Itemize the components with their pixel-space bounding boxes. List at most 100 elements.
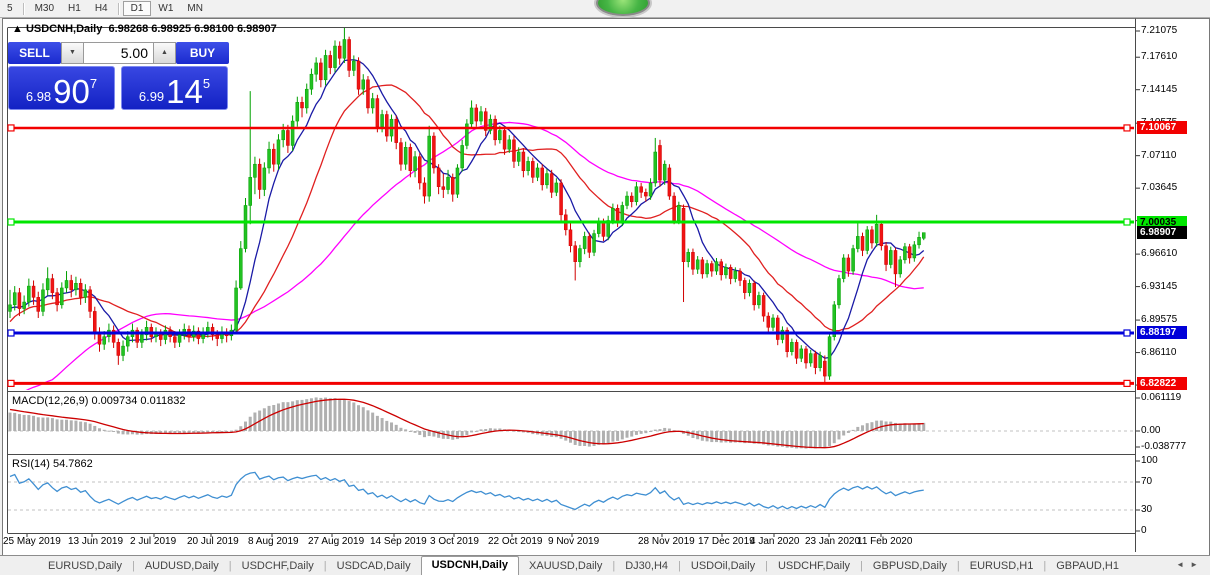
timeframe-button-m30[interactable]: M30: [34, 3, 55, 14]
date-axis-label: 3 Oct 2019: [430, 536, 479, 547]
macd-histogram: [8, 397, 926, 449]
one-click-trade-widget: SELL ▼ 5.00 ▲ BUY 6.98 90 7 6.99 14 5: [8, 42, 229, 110]
tab-separator: |: [860, 560, 863, 572]
macd-axis-tick: -0.038777: [1141, 441, 1187, 452]
sell-price-big: 90: [53, 73, 90, 110]
chart-tab-gbpaud-h1[interactable]: GBPAUD,H1: [1056, 560, 1119, 572]
ohlc-values: 6.98268 6.98925 6.98100 6.98907: [108, 23, 277, 35]
date-axis-label: 17 Dec 2019: [698, 536, 755, 547]
volume-increase-button[interactable]: ▲: [153, 42, 176, 64]
date-axis-label: 4 Jan 2020: [750, 536, 800, 547]
date-axis-label: 13 Jun 2019: [68, 536, 124, 547]
tab-scroll-arrows[interactable]: ◄►: [1176, 560, 1204, 569]
symbol-title: USDCNH,Daily: [25, 23, 103, 35]
price-axis-tick: 7.07110: [1141, 149, 1177, 161]
chart-tab-gbpusd-daily[interactable]: GBPUSD,Daily: [872, 560, 947, 572]
buy-price-panel[interactable]: 6.99 14 5: [121, 66, 228, 110]
price-axis-tick: 7.17610: [1141, 51, 1178, 63]
chart-tab-usdoil-daily[interactable]: USDOil,Daily: [690, 560, 756, 572]
rsi-line: [9, 471, 924, 511]
chart-tab-dj30-h4[interactable]: DJ30,H4: [625, 560, 669, 572]
price-tag-6.98907: 6.98907: [1137, 226, 1187, 240]
price-axis-tick: 6.93145: [1141, 280, 1178, 292]
tab-scroll-right-icon[interactable]: ►: [1190, 560, 1204, 569]
timeframe-button-h4[interactable]: H4: [94, 3, 108, 14]
price-axis-tick: 7.14145: [1141, 83, 1178, 95]
tab-separator: |: [228, 560, 232, 572]
rsi-axis-tick: 30: [1141, 504, 1153, 515]
rsi-axis-tick: 70: [1141, 476, 1153, 487]
timeframe-button-h1[interactable]: H1: [68, 3, 81, 14]
macd-axis-tick: 0.00: [1141, 425, 1161, 436]
timeframe-button-w1[interactable]: W1: [158, 3, 174, 14]
timeframe-button-5[interactable]: 5: [7, 3, 13, 14]
date-axis-label: 11 Feb 2020: [857, 536, 913, 547]
tab-separator: |: [131, 560, 135, 572]
indicator-gridlines: [8, 430, 1136, 511]
date-axis-label: 27 Aug 2019: [308, 536, 365, 547]
timeframe-button-mn[interactable]: MN: [187, 3, 203, 14]
panel-borders: [7, 18, 1136, 552]
chart-tab-audusd-daily[interactable]: AUDUSD,Daily: [144, 560, 219, 572]
date-axis-label: 20 Jul 2019: [187, 536, 239, 547]
date-axis-label: 9 Nov 2019: [548, 536, 600, 547]
tab-separator: |: [323, 560, 327, 572]
date-axis-label: 14 Sep 2019: [370, 536, 427, 547]
sell-price-small: 6.98: [25, 89, 52, 104]
price-tag-7.00035: 7.00035: [1137, 215, 1187, 229]
price-axis-tick: 7.03645: [1141, 182, 1178, 194]
timeframe-button-d1[interactable]: D1: [122, 1, 152, 16]
date-axis-label: 8 Aug 2019: [248, 536, 299, 547]
buy-button[interactable]: BUY: [176, 42, 229, 64]
rsi-axis-tick: 100: [1141, 455, 1158, 466]
horizontal-level-lines[interactable]: [7, 124, 1134, 387]
chart-tab-eurusd-daily[interactable]: EURUSD,Daily: [48, 560, 122, 572]
sell-price-sup: 7: [89, 76, 98, 91]
price-tag-6.82822: 6.82822: [1137, 376, 1187, 390]
symbol-header: ▲ USDCNH,Daily 6.98268 6.98925 6.98100 6…: [12, 23, 277, 35]
tab-separator: |: [956, 560, 960, 572]
chart-tab-usdcad-daily[interactable]: USDCAD,Daily: [336, 560, 411, 572]
price-axis-tick: 6.86110: [1141, 346, 1177, 358]
macd-signal-line: [9, 398, 924, 449]
tab-separator: |: [765, 560, 768, 572]
price-axis-tick: 6.89575: [1141, 314, 1178, 326]
tab-separator: |: [612, 560, 616, 572]
rsi-axis-tick: 0: [1141, 525, 1147, 536]
chart-tab-eurusd-h1[interactable]: EURUSD,H1: [969, 560, 1034, 572]
buy-price-sup: 5: [202, 76, 211, 91]
collapse-arrow-icon[interactable]: ▲: [12, 23, 23, 35]
sell-price-panel[interactable]: 6.98 90 7: [8, 66, 115, 110]
volume-input[interactable]: 5.00: [84, 42, 153, 64]
sell-button[interactable]: SELL: [8, 42, 61, 64]
chart-tab-usdchf-daily[interactable]: USDCHF,Daily: [241, 560, 314, 572]
toolbar-separator: [117, 2, 120, 15]
date-axis-label: 2 Jul 2019: [130, 536, 177, 547]
rsi-indicator-label: RSI(14) 54.7862: [12, 458, 93, 470]
macd-indicator-label: MACD(12,26,9) 0.009734 0.011832: [12, 395, 186, 407]
axis-tick-marks: [26, 30, 1140, 537]
moving-average-21: [9, 84, 925, 338]
date-axis-label: 28 Nov 2019: [638, 536, 695, 547]
buy-price-big: 14: [166, 73, 203, 110]
chart-tab-usdcnh-daily[interactable]: USDCNH,Daily: [420, 556, 520, 575]
buy-price-small: 6.99: [138, 89, 165, 104]
tab-separator: |: [1043, 560, 1047, 572]
date-axis-label: 23 Jan 2020: [805, 536, 861, 547]
chart-tab-bar: EURUSD,Daily | AUDUSD,Daily | USDCHF,Daily | U…: [0, 555, 1210, 575]
toolbar-separator: [22, 2, 25, 15]
candles-layer: [8, 28, 926, 384]
chart-tab-usdchf-daily[interactable]: USDCHF,Daily: [777, 560, 851, 572]
macd-axis-tick: 0.061119: [1141, 392, 1182, 403]
tab-scroll-left-icon[interactable]: ◄: [1176, 560, 1191, 569]
volume-decrease-button[interactable]: ▼: [61, 42, 84, 64]
tab-separator: |: [678, 560, 681, 572]
date-axis-label: 25 May 2019: [3, 536, 61, 547]
price-axis-tick: 6.96610: [1141, 248, 1178, 260]
date-axis-label: 22 Oct 2019: [488, 536, 543, 547]
chart-tab-xauusd-daily[interactable]: XAUUSD,Daily: [529, 560, 603, 572]
price-tag-6.88197: 6.88197: [1137, 326, 1187, 340]
price-axis-tick: 7.21075: [1141, 25, 1178, 36]
price-tag-7.10067: 7.10067: [1137, 121, 1187, 135]
